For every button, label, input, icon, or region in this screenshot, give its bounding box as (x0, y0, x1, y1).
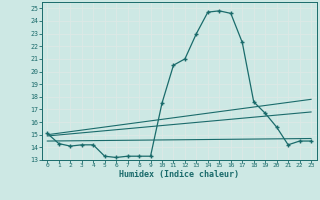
X-axis label: Humidex (Indice chaleur): Humidex (Indice chaleur) (119, 170, 239, 179)
